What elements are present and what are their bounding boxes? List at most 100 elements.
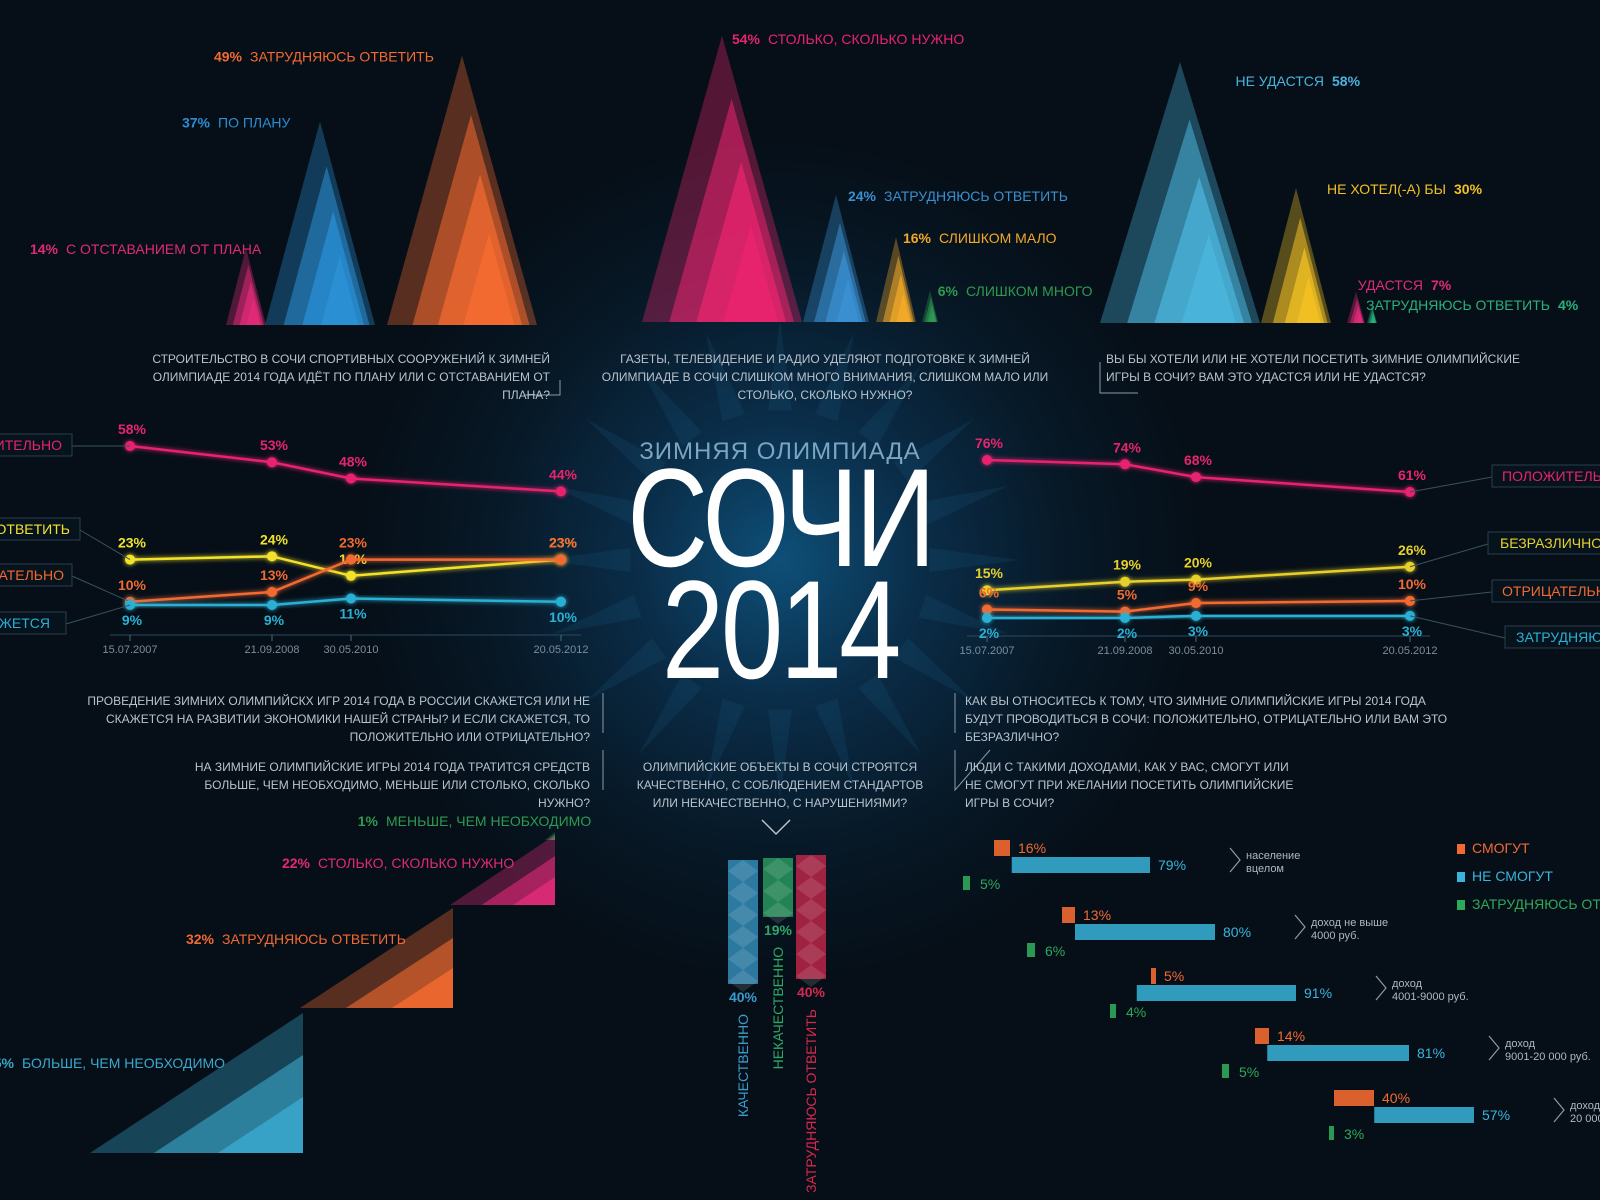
triangle-pct: 16% — [903, 230, 932, 246]
quality-bar — [796, 855, 826, 979]
triangle-label: С ОТСТАВАНИЕМ ОТ ПЛАНА — [66, 241, 262, 257]
x-tick-label: 20.05.2012 — [1382, 645, 1437, 657]
stair-layer — [217, 1097, 303, 1153]
stair-label: БОЛЬШЕ, ЧЕМ НЕОБХОДИМО — [22, 1055, 225, 1071]
legend-leader — [71, 575, 131, 603]
question-attitude: КАК ВЫ ОТНОСИТЕСЬ К ТОМУ, ЧТО ЗИМНИЕ ОЛИ… — [965, 694, 1448, 744]
data-point — [982, 455, 992, 465]
triangle-layer — [723, 224, 778, 322]
legend-label: ЗАТРУДНЯЮСЬ — [1516, 629, 1600, 645]
data-point — [267, 587, 277, 598]
question-media: ГАЗЕТЫ, ТЕЛЕВИДЕНИЕ И РАДИО УДЕЛЯЮТ ПОДГ… — [601, 352, 1049, 402]
legend-box — [0, 517, 81, 541]
legend-label: ОТРИЦАТЕЛЬНО — [1502, 583, 1600, 599]
data-label: 2% — [1117, 625, 1138, 641]
triangle-pct: 37% — [182, 115, 211, 131]
data-point — [267, 600, 277, 610]
starburst-ray — [585, 638, 667, 702]
legend-box — [1487, 531, 1600, 555]
triangle-media — [642, 35, 802, 323]
data-point — [982, 585, 992, 596]
data-label: 20% — [1184, 555, 1213, 571]
bar-can — [1255, 1028, 1269, 1044]
data-label: 2% — [979, 625, 1000, 641]
triangle-label: ЗАТРУДНЯЮСЬ ОТВЕТИТЬ — [884, 188, 1068, 204]
bar-unsure-label: 6% — [1045, 943, 1065, 959]
data-point — [982, 613, 992, 623]
data-label: 9% — [264, 612, 285, 628]
data-label: 76% — [975, 435, 1004, 451]
data-label: 53% — [260, 437, 289, 453]
triangle-layer — [463, 233, 515, 325]
bar-unsure-label: 3% — [1344, 1126, 1364, 1142]
quality-diamond — [796, 965, 826, 987]
stair-layer — [513, 877, 555, 905]
triangle-visit — [1367, 305, 1377, 323]
legend-label: ИЦАТЕЛЬНО — [0, 567, 64, 583]
question-income: ЛЮДИ С ТАКИМИ ДОХОДАМИ, КАК У ВАС, СМОГУ… — [965, 760, 1294, 810]
data-label: 9% — [1188, 578, 1209, 594]
data-label: 13% — [260, 567, 289, 583]
triangle-visit — [1347, 291, 1365, 323]
legend-label: НЕ СМОГУТ — [1472, 868, 1553, 884]
legend-leader — [1409, 591, 1493, 602]
triangle-layer — [246, 298, 260, 325]
quality-label: ЗАТРУДНЯЮСЬ ОТВЕТИТЬ — [803, 1009, 819, 1193]
group-label: доход свыше — [1570, 1100, 1600, 1112]
series-line — [129, 444, 562, 493]
data-point — [1120, 576, 1130, 587]
triangle-construction — [226, 248, 266, 325]
quality-pct: 40% — [797, 984, 826, 1000]
legend-box — [0, 563, 73, 587]
data-label: 23% — [118, 535, 147, 551]
bar-cannot — [1374, 1107, 1474, 1123]
stair-triangle — [90, 1013, 303, 1153]
triangle-pct: 49% — [214, 49, 243, 65]
x-tick-label: 30.05.2010 — [323, 644, 378, 656]
data-label: 24% — [260, 531, 289, 547]
data-label: 10% — [549, 609, 578, 625]
starburst-ray — [768, 320, 792, 411]
data-label: 68% — [1184, 452, 1213, 468]
bar-unsure-label: 5% — [980, 876, 1000, 892]
data-label: 11% — [339, 606, 367, 622]
legend-box — [0, 433, 73, 457]
triangle-media — [922, 290, 938, 322]
stair-triangle — [450, 835, 555, 905]
quality-pct: 40% — [729, 989, 758, 1005]
data-label: 10% — [118, 577, 147, 593]
stair-label: СТОЛЬКО, СКОЛЬКО НУЖНО — [318, 855, 514, 871]
question-construction: СТРОИТЕЛЬСТВО В СОЧИ СПОРТИВНЫХ СООРУЖЕН… — [152, 352, 550, 402]
data-point — [267, 551, 277, 562]
triangle-layer — [1296, 277, 1321, 323]
data-label: 74% — [1113, 439, 1142, 455]
quality-diamond — [728, 926, 758, 948]
quality-diamond — [728, 970, 758, 992]
legend-swatch — [1457, 900, 1465, 910]
triangle-layer — [896, 293, 910, 322]
triangle-label: ПО ПЛАНУ — [218, 115, 291, 131]
triangle-layer — [1372, 316, 1376, 323]
data-label: 19% — [1113, 557, 1142, 573]
data-label: 23% — [549, 535, 578, 551]
data-label: 58% — [118, 421, 147, 437]
series-line — [129, 558, 561, 604]
bar-unsure — [1027, 943, 1035, 957]
bar-cannot-label: 91% — [1304, 985, 1332, 1001]
stair-pct: 22% — [282, 855, 311, 871]
legend-box — [1491, 464, 1600, 488]
legend-label: СМОГУТ — [1472, 840, 1530, 856]
data-point — [267, 457, 277, 468]
triangle-pct: 54% — [732, 31, 761, 47]
quality-diamond — [728, 948, 758, 970]
starburst-ray — [814, 331, 855, 422]
starburst-ray — [929, 548, 1020, 572]
starburst-ray — [893, 418, 975, 482]
starburst-ray — [551, 594, 642, 635]
triangle-label: УДАСТСЯ — [1358, 277, 1423, 293]
triangle-pct: 30% — [1454, 181, 1483, 197]
legend-box — [1504, 625, 1600, 649]
question-spending: НА ЗИМНИЕ ОЛИМПИЙСКИЕ ИГРЫ 2014 ГОДА ТРА… — [194, 760, 590, 810]
legend-leader — [1409, 476, 1493, 493]
